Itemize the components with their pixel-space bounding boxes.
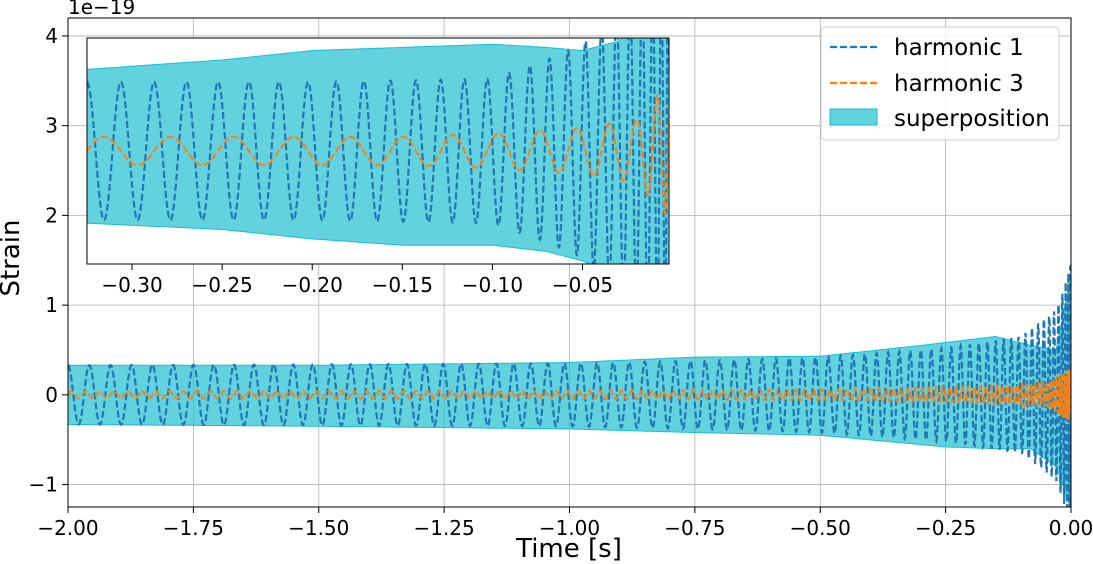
x-tick-label: 0.00 <box>1049 516 1093 540</box>
x-tick-label: −0.25 <box>191 273 252 297</box>
y-tick-label: 4 <box>45 24 58 48</box>
harmonic-3-line-main <box>68 369 1071 421</box>
y-tick-label: −1 <box>29 473 58 497</box>
inset-axes-frame <box>86 37 670 265</box>
main-x-ticks: −2.00 −1.75 −1.50 −1.25 −1.00 −0.75 −0.50 −0.25… <box>37 507 1093 540</box>
inset-x-ticks: −0.30 −0.25 −0.20 −0.15 −0.10 −0.05 <box>101 264 613 297</box>
main-y-ticks: −1 0 1 2 3 4 <box>29 24 68 497</box>
superposition-envelope-inset <box>87 38 669 264</box>
x-axis-title: Time [s] <box>515 534 622 564</box>
y-tick-label: 0 <box>45 383 58 407</box>
legend: harmonic 1 harmonic 3 superposition <box>820 26 1060 141</box>
x-tick-label: −0.20 <box>282 273 343 297</box>
legend-harmonic-3-label: harmonic 3 <box>894 71 1024 97</box>
legend-harmonic-1-label: harmonic 1 <box>894 35 1024 61</box>
y-axis-title: Strain <box>0 219 26 296</box>
y-tick-label: 3 <box>45 114 58 138</box>
x-tick-label: −0.75 <box>664 516 725 540</box>
x-tick-label: −0.10 <box>462 273 523 297</box>
y-tick-label: 1 <box>45 293 58 317</box>
y-tick-label: 2 <box>45 203 58 227</box>
x-tick-label: −1.25 <box>413 516 474 540</box>
harmonic-1-line-inset <box>87 38 669 264</box>
legend-box <box>820 26 1060 141</box>
harmonic-1-line-main <box>68 264 1071 507</box>
x-tick-label: −0.05 <box>552 273 613 297</box>
x-tick-label: −0.15 <box>372 273 433 297</box>
y-offset-label: 1e−19 <box>68 0 135 19</box>
legend-superposition-swatch <box>829 108 878 126</box>
x-tick-label: −1.00 <box>539 516 600 540</box>
x-tick-label: −1.50 <box>288 516 349 540</box>
x-tick-label: −0.30 <box>101 273 162 297</box>
x-tick-label: −1.75 <box>163 516 224 540</box>
x-tick-label: −0.50 <box>790 516 851 540</box>
inset-axes: −0.30 −0.25 −0.20 −0.15 −0.10 −0.05 <box>86 37 670 297</box>
harmonic-3-line-inset <box>87 94 669 216</box>
x-tick-label: −0.25 <box>915 516 976 540</box>
legend-superposition-label: superposition <box>894 106 1050 132</box>
x-tick-label: −2.00 <box>37 516 98 540</box>
